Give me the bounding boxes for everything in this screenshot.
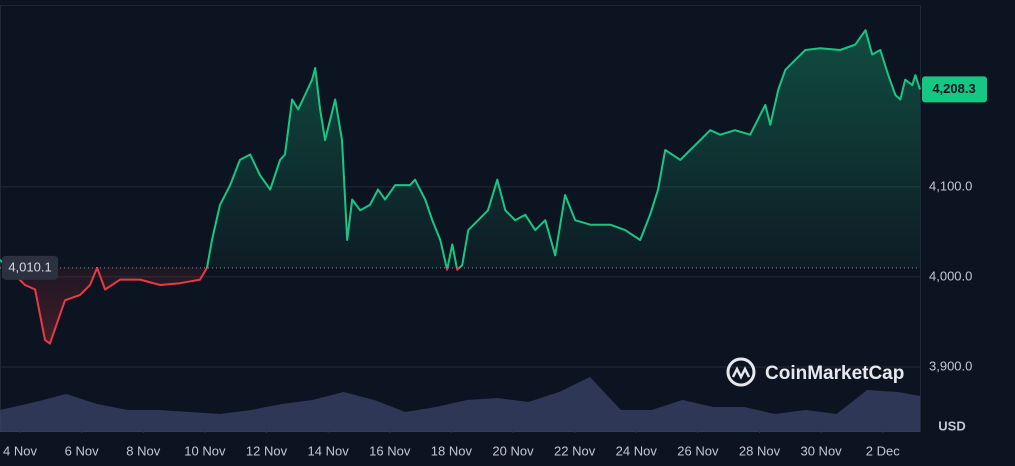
x-tick-label: 2 Dec — [866, 443, 900, 458]
x-tick-label: 30 Nov — [800, 443, 842, 458]
x-tick-label: 24 Nov — [616, 443, 658, 458]
watermark: CoinMarketCap — [726, 357, 904, 387]
price-tag-label: 4,208.3 — [932, 81, 975, 96]
y-tick-label: 4,000.0 — [929, 268, 972, 283]
price-line — [0, 29, 921, 345]
volume-area — [0, 377, 920, 432]
price-area — [0, 30, 920, 344]
x-tick-label: 8 Nov — [126, 443, 160, 458]
y-unit: USD — [938, 418, 965, 433]
x-tick-label: 12 Nov — [246, 443, 288, 458]
logo — [726, 357, 756, 387]
x-tick-label: 22 Nov — [554, 443, 596, 458]
x-tick-label: 20 Nov — [492, 443, 534, 458]
x-tick-label: 28 Nov — [739, 443, 781, 458]
price-tag — [922, 76, 987, 103]
x-tick-label: 18 Nov — [431, 443, 473, 458]
x-tick-label: 4 Nov — [3, 443, 37, 458]
x-tick-label: 10 Nov — [184, 443, 226, 458]
x-tick-label: 14 Nov — [308, 443, 350, 458]
x-tick-label: 16 Nov — [369, 443, 411, 458]
y-tick-label: 3,900.0 — [929, 358, 972, 373]
watermark-text: CoinMarketCap — [765, 363, 904, 384]
x-tick-label: 6 Nov — [65, 443, 99, 458]
baseline-label: 4,010.1 — [8, 259, 51, 274]
baseline-tag — [2, 255, 58, 280]
y-tick-label: 4,100.0 — [929, 178, 972, 193]
x-tick-label: 26 Nov — [677, 443, 719, 458]
logo-mark — [731, 366, 751, 380]
